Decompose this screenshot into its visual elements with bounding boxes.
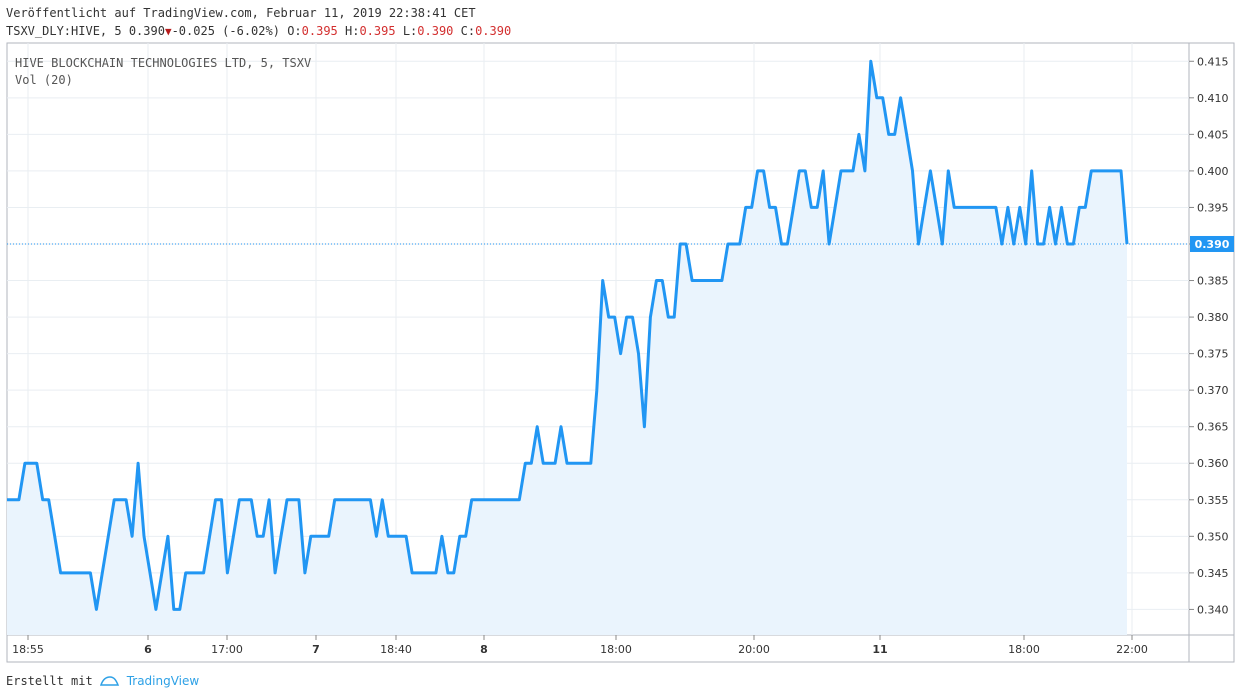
y-tick-label: 0.345 bbox=[1197, 567, 1229, 580]
price-line bbox=[7, 59, 1129, 611]
y-tick-label: 0.350 bbox=[1197, 530, 1229, 543]
last-price-tag: 0.390 bbox=[1190, 235, 1234, 252]
published-info: Veröffentlicht auf TradingView.com, Febr… bbox=[6, 6, 476, 20]
y-tick-label: 0.385 bbox=[1197, 275, 1229, 288]
created-with-text: Erstellt mit bbox=[6, 674, 93, 688]
x-tick-label: 18:00 bbox=[600, 643, 632, 656]
y-tick-label: 0.360 bbox=[1197, 457, 1229, 470]
y-tick-label: 0.375 bbox=[1197, 348, 1229, 361]
chart-frame bbox=[6, 42, 1235, 663]
y-tick-label: 0.340 bbox=[1197, 603, 1229, 616]
last-price-tag-box bbox=[1190, 235, 1234, 252]
y-tick-label: 0.365 bbox=[1197, 421, 1229, 434]
down-arrow-icon: ▼ bbox=[164, 25, 172, 38]
x-tick-label: 18:55 bbox=[12, 643, 44, 656]
symbol-ohlc-line: TSXV_DLY:HIVE, 5 0.390▼-0.025 (-6.02%) O… bbox=[6, 24, 511, 38]
x-tick-label: 6 bbox=[144, 643, 152, 656]
y-tick-label: 0.380 bbox=[1197, 311, 1229, 324]
time-axis-labels: 18:55 6 17:00 7 18:40 8 18:00 20:00 11 18:00 22:00 bbox=[12, 635, 1148, 656]
y-tick-label: 0.370 bbox=[1197, 384, 1229, 397]
volume-legend: Vol (20) bbox=[15, 73, 73, 87]
y-tick-label: 0.355 bbox=[1197, 494, 1229, 507]
x-tick-label: 17:00 bbox=[211, 643, 243, 656]
price-area bbox=[7, 61, 1127, 636]
tradingview-brand[interactable]: TradingView bbox=[126, 674, 200, 688]
y-tick-label: 0.415 bbox=[1197, 55, 1229, 68]
high-label: H: bbox=[345, 24, 360, 38]
x-tick-label: 18:00 bbox=[1008, 643, 1040, 656]
x-tick-label: 18:40 bbox=[380, 643, 412, 656]
open-label: O: bbox=[287, 24, 302, 38]
x-tick-label: 11 bbox=[872, 643, 887, 656]
price-axis-labels: 0.415 0.410 0.405 0.400 0.395 0.390 0.385 0.380… bbox=[1189, 55, 1229, 616]
x-tick-label: 8 bbox=[480, 643, 488, 656]
footer: Erstellt mit TradingView bbox=[6, 674, 199, 688]
close-label: C: bbox=[460, 24, 476, 38]
y-tick-label: 0.405 bbox=[1197, 128, 1229, 141]
price-change: -0.025 (-6.02%) bbox=[171, 24, 280, 38]
x-tick-label: 7 bbox=[312, 643, 320, 656]
tradingview-logo-icon bbox=[99, 676, 119, 686]
low-value: 0.390 bbox=[417, 24, 454, 38]
y-tick-label: 0.400 bbox=[1197, 165, 1229, 178]
y-tick-label: 0.410 bbox=[1197, 92, 1229, 105]
open-value: 0.395 bbox=[301, 24, 338, 38]
chart-title-legend: HIVE BLOCKCHAIN TECHNOLOGIES LTD, 5, TSX… bbox=[15, 56, 311, 70]
symbol-price: TSXV_DLY:HIVE, 5 0.390 bbox=[6, 24, 165, 38]
high-value: 0.395 bbox=[359, 24, 396, 38]
price-chart[interactable]: 0.415 0.410 0.405 0.400 0.395 0.390 0.385 0.380… bbox=[0, 0, 1240, 670]
close-value: 0.390 bbox=[475, 24, 512, 38]
last-price-tag-value: 0.390 bbox=[1195, 238, 1230, 251]
x-tick-label: 22:00 bbox=[1116, 643, 1148, 656]
y-tick-label: 0.395 bbox=[1197, 201, 1229, 214]
low-label: L: bbox=[402, 24, 418, 38]
x-tick-label: 20:00 bbox=[738, 643, 770, 656]
